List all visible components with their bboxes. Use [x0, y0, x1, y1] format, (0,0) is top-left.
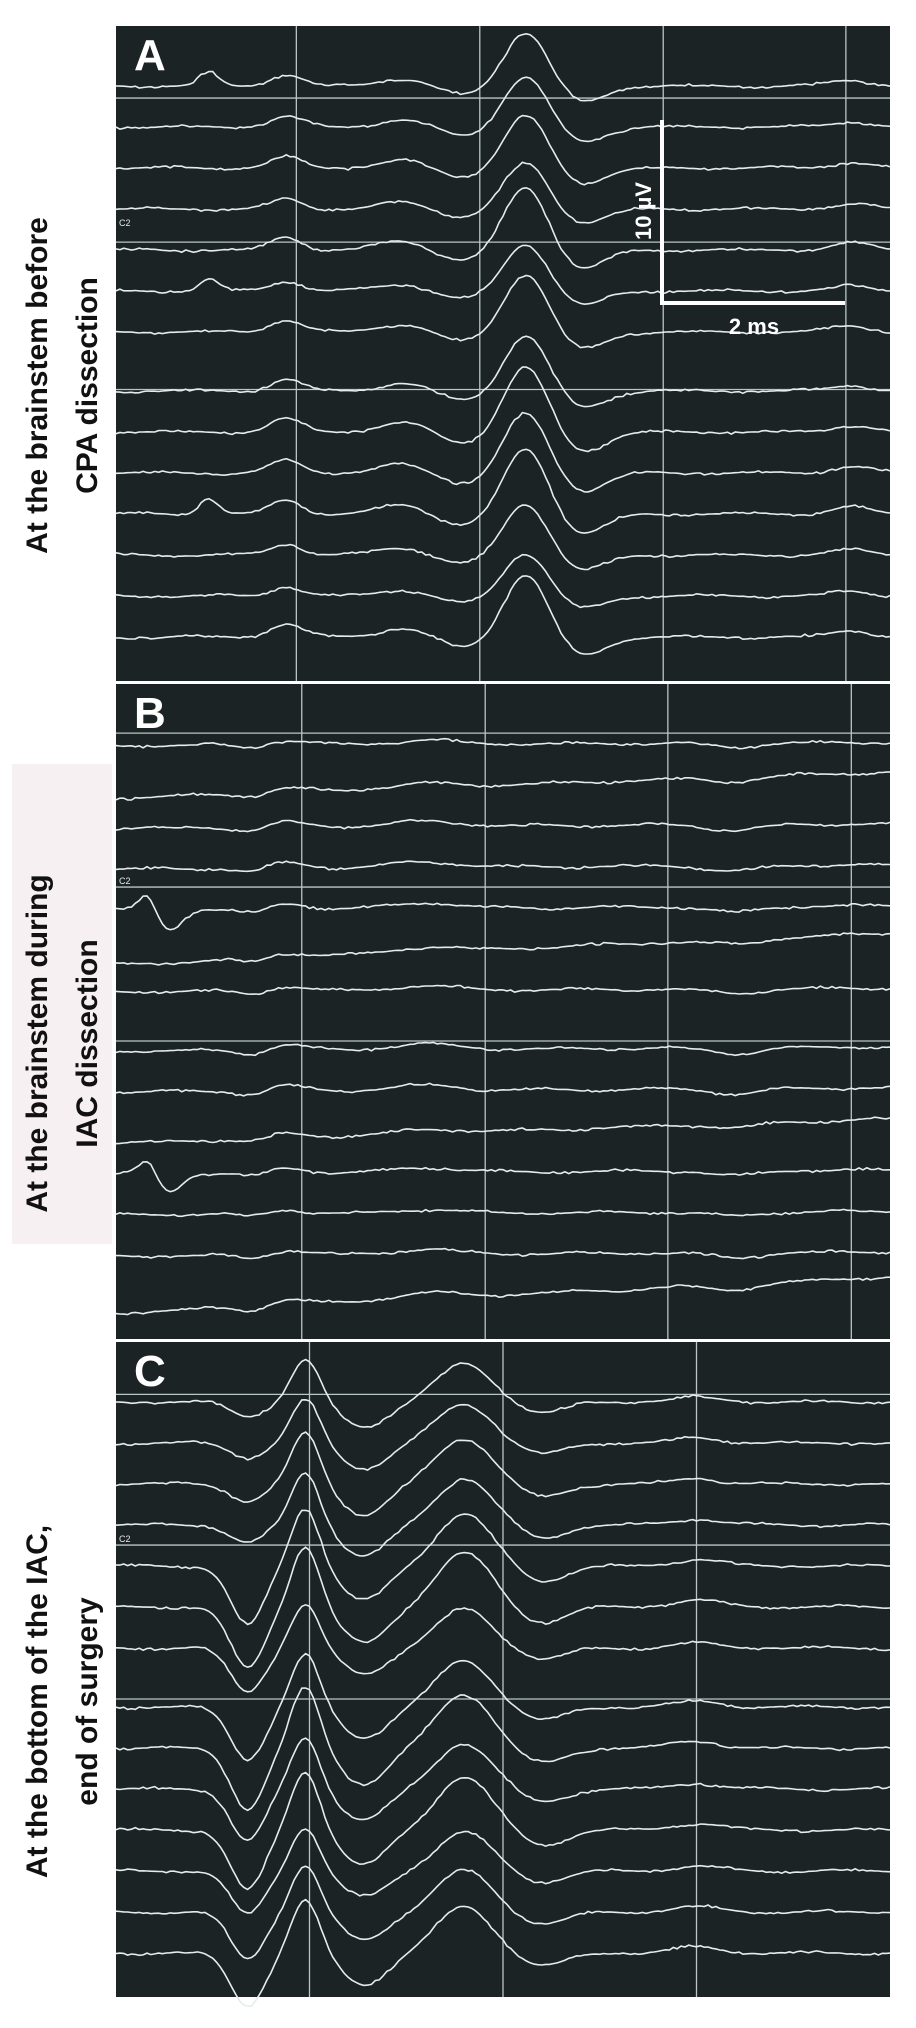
- label-background: [12, 764, 112, 1244]
- panel: B C2: [115, 684, 891, 1339]
- waveform: [115, 984, 891, 996]
- waveform: [115, 1652, 891, 1762]
- waveform: [115, 932, 891, 966]
- waveform: [115, 1276, 891, 1316]
- waveform: [115, 1398, 891, 1471]
- waveform: [115, 274, 891, 349]
- waveform: [115, 366, 891, 453]
- waveform: [115, 1116, 891, 1145]
- channel-label: C2: [119, 1534, 131, 1544]
- waveform: [115, 818, 891, 833]
- waveform: [115, 575, 891, 655]
- panel-letter: A: [134, 31, 166, 80]
- panel-side-label: At the bottom of the IAC,: [21, 1525, 54, 1878]
- waveform: [115, 1603, 891, 1693]
- waveform: [115, 1358, 891, 1428]
- waveform: [115, 1737, 891, 1841]
- panel-side-label: CPA dissection: [71, 277, 104, 494]
- waveform: [115, 186, 891, 269]
- panel-side-label: end of surgery: [71, 1597, 104, 1806]
- waveform: [115, 448, 891, 534]
- panel: C C2: [115, 1342, 891, 2007]
- scale-bar-amplitude: 10 µV: [631, 182, 656, 240]
- channel-label: C2: [119, 218, 131, 228]
- scale-bar: [660, 120, 845, 305]
- panel-side-label: At the brainstem during: [21, 874, 54, 1212]
- panel-side-label: At the brainstem before: [21, 217, 54, 554]
- waveform: [115, 1041, 891, 1057]
- waveform: [116, 1247, 891, 1260]
- waveform: [115, 504, 891, 571]
- waveform: [115, 553, 891, 609]
- channel-label: C2: [119, 876, 131, 886]
- waveform: [115, 1828, 891, 1914]
- waveform: [115, 895, 891, 931]
- waveform: [115, 32, 891, 102]
- waveform: [115, 161, 890, 224]
- waveform: [115, 1160, 891, 1193]
- waveform: [115, 1431, 891, 1517]
- waveform: [115, 737, 891, 750]
- waveform: [115, 76, 891, 143]
- panel-background: [116, 684, 890, 1339]
- waveform: [115, 411, 891, 493]
- panel-background: [116, 26, 890, 681]
- panel-letter: B: [134, 689, 166, 738]
- waveform: [115, 1082, 891, 1097]
- waveform: [115, 1771, 891, 1891]
- panel-side-label: IAC dissection: [71, 939, 104, 1147]
- waveform: [115, 114, 891, 186]
- panel: A C2: [115, 26, 891, 681]
- waveform: [115, 1687, 891, 1812]
- waveform: [115, 771, 891, 801]
- waveform: [115, 1865, 891, 1960]
- waveform: [115, 1898, 891, 2007]
- waveform: [115, 1208, 891, 1218]
- waveform: [115, 1472, 891, 1557]
- waveform: [115, 244, 891, 306]
- waveform: [115, 1509, 891, 1626]
- waveform: [115, 860, 891, 873]
- waveform: [115, 335, 891, 408]
- scale-bar-time: 2 ms: [729, 314, 779, 339]
- panel-letter: C: [134, 1347, 166, 1396]
- waveform: [115, 1546, 891, 1669]
